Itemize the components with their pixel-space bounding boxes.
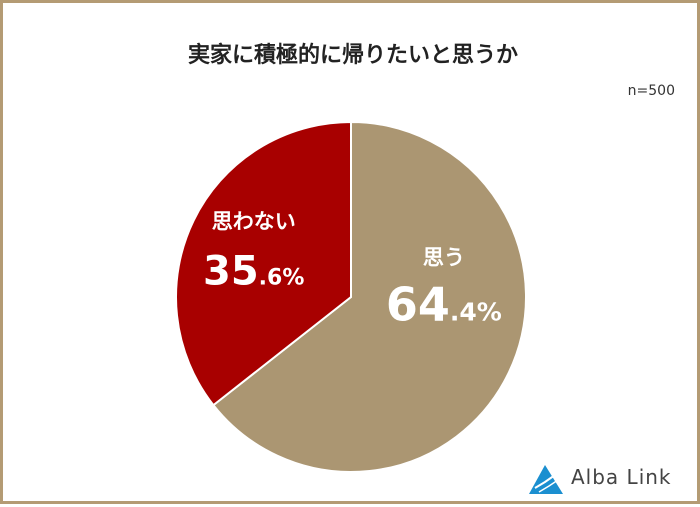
- pie-slice-1: [175, 120, 352, 407]
- slice-label-0: 思う: [423, 245, 465, 269]
- alba-link-logo: Alba Link: [527, 461, 687, 497]
- logo-text: Alba Link: [571, 465, 672, 489]
- pie-chart: 思う 64.4% 思わない 35.6%: [175, 120, 527, 473]
- chart-title: 実家に積極的に帰りたいと思うか: [187, 43, 518, 68]
- sample-size-note: n=500: [627, 83, 675, 99]
- pie-slice-0: [211, 120, 527, 473]
- slice-value-1: 35.6%: [203, 249, 304, 295]
- slice-label-1: 思わない: [212, 210, 296, 234]
- alba-link-logo-icon: [529, 465, 563, 494]
- slice-value-0: 64.4%: [386, 277, 502, 331]
